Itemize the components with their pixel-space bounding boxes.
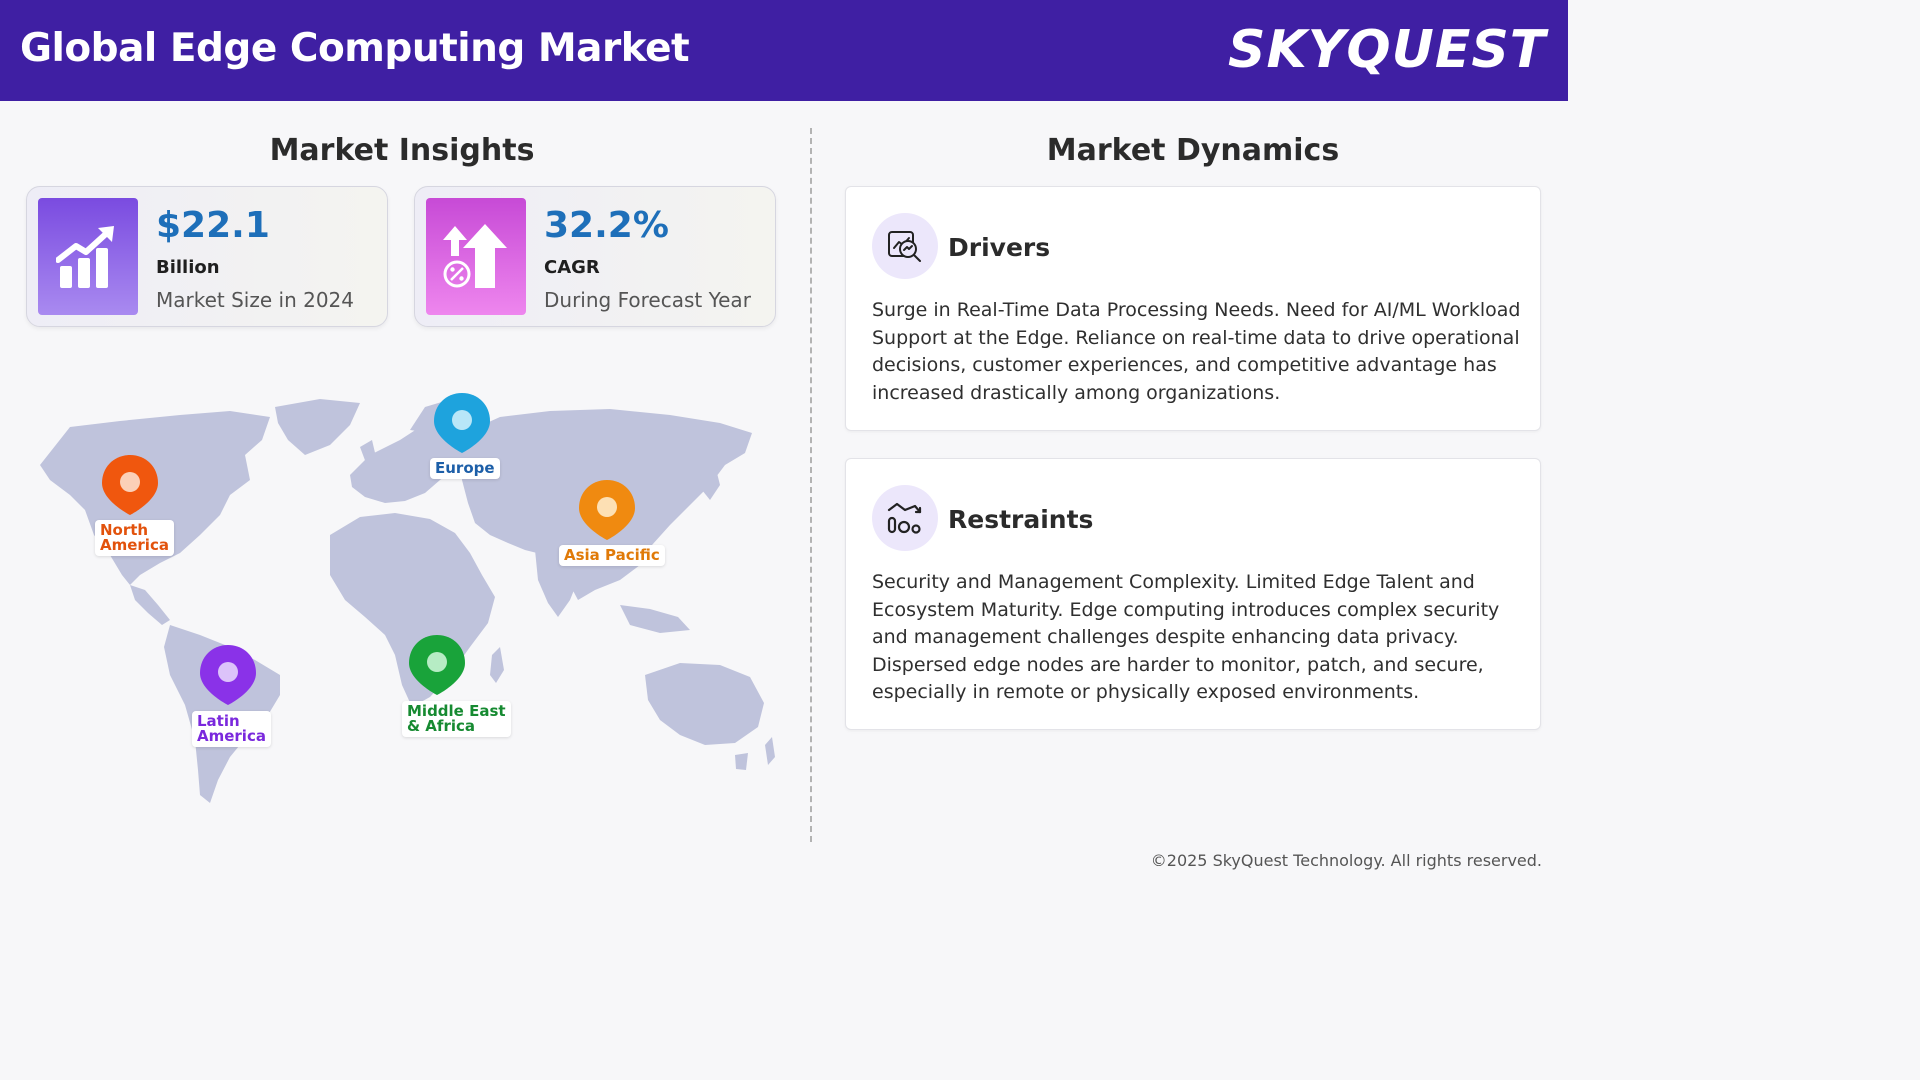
- market-size-unit: Billion: [156, 257, 220, 278]
- restraints-text: Security and Management Complexity. Limi…: [872, 571, 1500, 703]
- region-label-line: North: [100, 521, 149, 539]
- drivers-text: Surge in Real-Time Data Processing Needs…: [872, 299, 1521, 404]
- map-pin-latin-america-icon[interactable]: [200, 645, 256, 705]
- market-insights-title: Market Insights: [269, 133, 535, 168]
- region-label-line: & Africa: [407, 717, 475, 735]
- map-pin-asia-pacific-icon[interactable]: [579, 480, 635, 540]
- drivers-heading: Drivers: [948, 233, 1051, 262]
- map-pin-europe-icon[interactable]: [434, 393, 490, 453]
- section-divider: [810, 128, 812, 842]
- kpi-card-market-size: $22.1 Billion Market Size in 2024: [26, 186, 388, 327]
- region-label-middle-east-africa: Middle East & Africa: [402, 701, 511, 737]
- bar-growth-icon: [38, 198, 138, 315]
- world-map: [40, 393, 775, 803]
- region-label-line: America: [100, 536, 169, 554]
- restraints-heading: Restraints: [948, 505, 1094, 534]
- percent-arrow-up-icon: [426, 198, 526, 315]
- map-pin-middle-east-africa-icon[interactable]: [409, 635, 465, 695]
- header-bar: Global Edge Computing Market SKYQUEST: [0, 0, 1568, 101]
- market-dynamics-title: Market Dynamics: [1046, 133, 1340, 168]
- drivers-card: Drivers Surge in Real-Time Data Processi…: [845, 186, 1541, 431]
- region-label-line: Europe: [435, 459, 495, 477]
- region-label-line: Asia Pacific: [564, 546, 660, 564]
- skyquest-logo[interactable]: SKYQUEST: [1228, 20, 1547, 80]
- restraints-card: Restraints Security and Management Compl…: [845, 458, 1541, 730]
- region-label-line: America: [197, 727, 266, 745]
- cagr-unit: CAGR: [544, 257, 600, 278]
- copyright-footer: ©2025 SkyQuest Technology. All rights re…: [1150, 851, 1542, 870]
- region-label-line: Middle East: [407, 702, 506, 720]
- cagr-description: During Forecast Year: [544, 288, 751, 312]
- region-label-north-america: North America: [95, 520, 174, 556]
- market-size-value: $22.1: [156, 205, 270, 246]
- region-label-europe: Europe: [430, 458, 500, 479]
- page-title: Global Edge Computing Market: [20, 26, 690, 71]
- region-label-line: Latin: [197, 712, 240, 730]
- market-size-description: Market Size in 2024: [156, 288, 355, 312]
- region-label-latin-america: Latin America: [192, 711, 271, 747]
- cagr-value: 32.2%: [544, 205, 669, 246]
- kpi-card-cagr: 32.2% CAGR During Forecast Year: [414, 186, 776, 327]
- declining-chart-icon: [872, 485, 938, 551]
- map-pin-north-america-icon[interactable]: [102, 455, 158, 515]
- analytics-magnifier-icon: [872, 213, 938, 279]
- region-label-asia-pacific: Asia Pacific: [559, 545, 665, 566]
